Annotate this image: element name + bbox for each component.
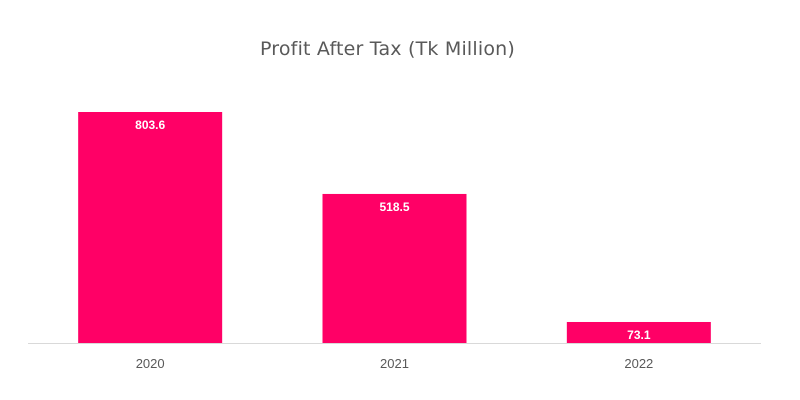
data-label-2021: 518.5 [379,200,409,214]
data-label-2020: 803.6 [135,118,165,132]
data-labels-group: 803.6 518.5 73.1 [135,118,651,342]
x-tick-label-2020: 2020 [136,356,165,371]
x-tick-label-2022: 2022 [624,356,653,371]
x-tick-labels-group: 2020 2021 2022 [136,356,654,371]
bars-group [78,112,711,343]
bar-2022 [566,321,711,343]
bar-2020 [78,112,223,343]
chart-title: Profit After Tax (Tk Million) [259,38,516,60]
data-label-2022: 73.1 [627,328,651,342]
x-tick-label-2021: 2021 [380,356,409,371]
bar-2021 [322,193,467,343]
